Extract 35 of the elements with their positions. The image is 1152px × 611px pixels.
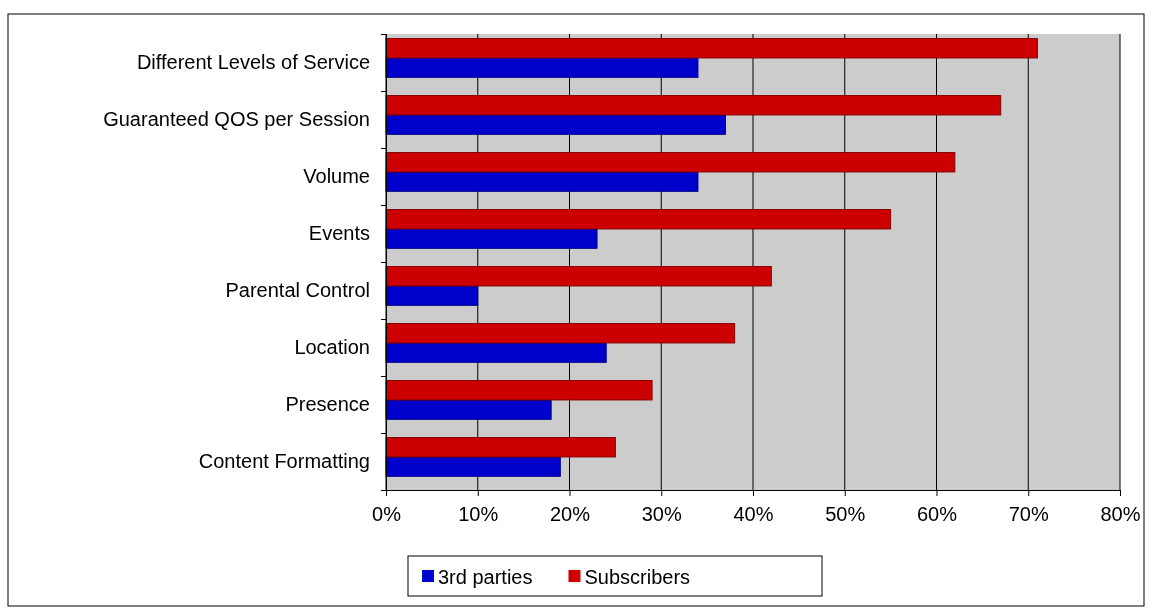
bar — [385, 209, 892, 230]
x-tick-label: 10% — [458, 503, 499, 525]
y-tick-label: Content Formatting — [198, 449, 370, 472]
bar — [385, 171, 699, 192]
bar — [385, 437, 616, 458]
bar — [385, 323, 736, 344]
legend-label: 3rd parties — [438, 566, 533, 588]
bar — [385, 456, 561, 477]
bar — [385, 266, 772, 287]
bar — [385, 285, 479, 306]
bar — [385, 342, 607, 363]
y-tick-label: Presence — [285, 392, 370, 415]
legend-label: Subscribers — [584, 566, 691, 588]
x-tick-label: 50% — [825, 503, 866, 525]
y-tick-label: Events — [308, 221, 370, 244]
bar — [385, 114, 726, 135]
y-tick-label: Location — [294, 335, 370, 358]
y-tick-label: Volume — [303, 164, 370, 187]
x-tick-label: 60% — [916, 503, 958, 525]
x-tick-label: 20% — [549, 503, 591, 525]
bar — [385, 380, 653, 401]
x-tick-label: 40% — [733, 503, 774, 525]
y-tick-label: Parental Control — [225, 278, 370, 301]
bar — [385, 95, 1002, 116]
bar — [385, 38, 1038, 59]
x-tick-label: 30% — [641, 503, 682, 525]
bar — [385, 399, 552, 420]
x-tick-label: 0% — [372, 503, 402, 525]
y-tick-label: Different Levels of Service — [136, 50, 370, 73]
bar — [385, 228, 598, 249]
y-tick-label: Guaranteed QOS per Session — [103, 107, 370, 130]
x-tick-label: 70% — [1008, 503, 1049, 525]
x-tick-label: 80% — [1100, 503, 1141, 525]
bar — [385, 152, 956, 173]
bar — [385, 57, 699, 78]
